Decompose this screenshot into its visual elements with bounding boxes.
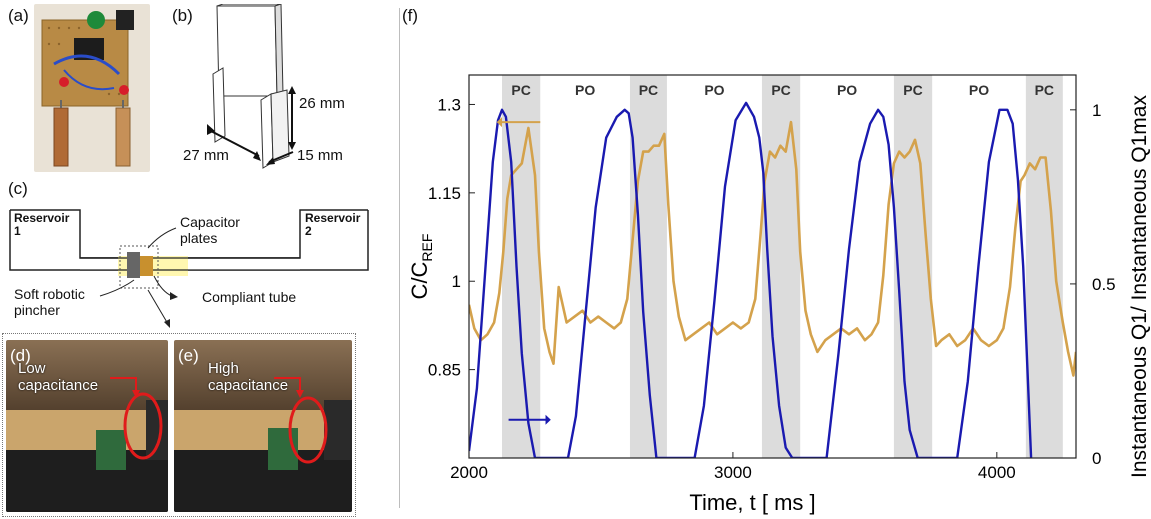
- capacitance-flow-chart: PC PO PC PO PC PO PC PO PC 2000 3000 4000 0.85 1 1.15…: [407, 74, 1151, 515]
- circuit-board-drawing: [41, 10, 134, 167]
- y-right-axis-label: Instantaneous Q1/ Instantaneous Q1max: [1128, 95, 1151, 478]
- panel-label-a: (a): [8, 6, 29, 25]
- phase-label-8: PC: [1035, 82, 1054, 98]
- high-capacitance-drawing: [174, 377, 352, 512]
- blue-arrowhead: [545, 414, 551, 425]
- high-capacitance-photo: [174, 340, 352, 512]
- panel-label-f: (f): [402, 6, 419, 25]
- y-left-axis-label: C/CREF: [407, 234, 435, 300]
- phase-label-3: PO: [704, 82, 724, 98]
- phase-band-2: [629, 75, 667, 458]
- y-left-tick-label-3: 1.3: [437, 95, 461, 114]
- photos-frame: [2, 333, 356, 517]
- y-right-tick-label-2: 1: [1092, 101, 1101, 120]
- circuit-board-photo: [34, 4, 150, 172]
- x-axis-label: Time, t [ ms ]: [689, 490, 815, 515]
- phase-label-4: PC: [771, 82, 790, 98]
- panel-label-d: (d): [10, 346, 31, 365]
- soft-robotic-pincher-label: Soft robotic pincher: [14, 286, 85, 318]
- panel-divider: [399, 8, 400, 508]
- x-tick-label-1: 3000: [714, 463, 752, 482]
- low-capacitance-photo: [6, 340, 168, 512]
- x-tick-label-2: 4000: [978, 463, 1016, 482]
- y-left-tick-label-1: 1: [452, 272, 461, 291]
- panel-label-e: (e): [178, 346, 199, 365]
- reservoir-2-label: Reservoir 2: [305, 211, 361, 238]
- reservoir-1-label: Reservoir 1: [14, 211, 70, 238]
- phase-label-1: PO: [575, 82, 595, 98]
- y-right-tick-label-1: 0.5: [1092, 275, 1116, 294]
- low-capacitance-caption: Low capacitance: [18, 360, 99, 394]
- phase-label-6: PC: [903, 82, 922, 98]
- x-tick-label-0: 2000: [450, 463, 488, 482]
- compliant-tube-label: Compliant tube: [202, 289, 297, 305]
- capacitor-plates-drawing: [207, 4, 296, 169]
- plot-frame: [468, 74, 1077, 459]
- series-line-left: [469, 120, 1076, 377]
- dim-width-label: 27 mm: [183, 147, 229, 164]
- phase-label-7: PO: [969, 82, 989, 98]
- capacitor-plates-label: Capacitor plates: [180, 214, 240, 246]
- dim-depth-label: 15 mm: [297, 147, 343, 164]
- phase-label-0: PC: [511, 82, 530, 98]
- dim-height-label: 26 mm: [299, 95, 345, 112]
- low-capacitance-drawing: [6, 377, 168, 512]
- panel-label-c: (c): [8, 179, 28, 198]
- phase-band-6: [893, 75, 933, 458]
- y-left-tick-label-2: 1.15: [428, 184, 461, 203]
- high-capacitance-caption: High capacitance: [208, 360, 289, 394]
- phase-label-2: PC: [639, 82, 658, 98]
- panel-label-b: (b): [172, 6, 193, 25]
- phase-label-5: PO: [837, 82, 857, 98]
- y-right-tick-label-0: 0: [1092, 449, 1101, 468]
- phase-band-8: [1025, 75, 1063, 458]
- series-line-right: [469, 101, 1033, 458]
- orange-arrowhead: [496, 117, 502, 128]
- y-left-tick-label-0: 0.85: [428, 361, 461, 380]
- pincher-schematic: [9, 209, 369, 328]
